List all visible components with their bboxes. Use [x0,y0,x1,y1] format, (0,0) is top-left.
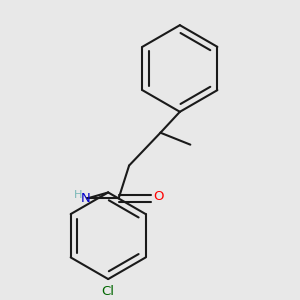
Text: H: H [74,190,82,200]
Text: O: O [153,190,163,203]
Text: Cl: Cl [102,284,115,298]
Text: N: N [81,192,91,205]
